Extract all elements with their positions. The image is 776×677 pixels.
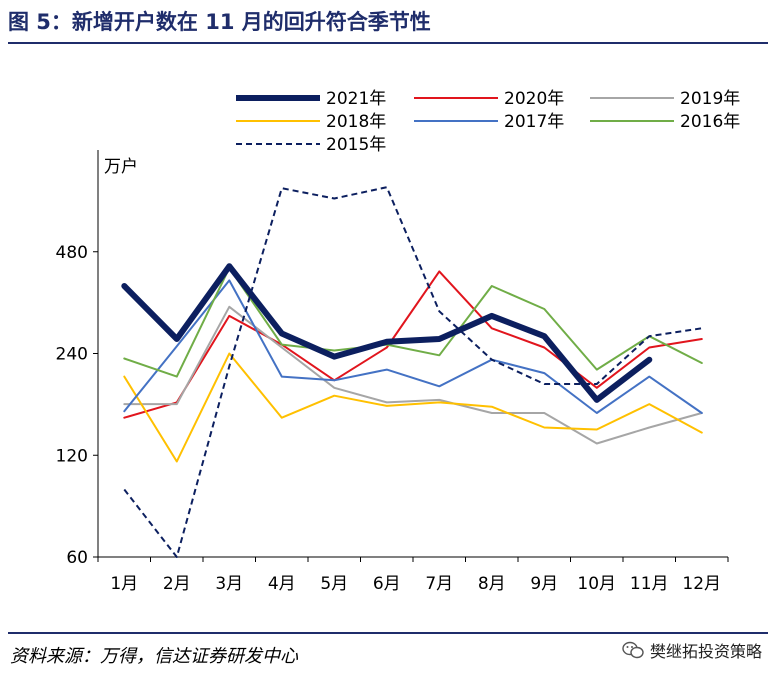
footer-divider bbox=[8, 632, 768, 634]
x-tick-label: 11月 bbox=[630, 574, 669, 594]
legend-label: 2016年 bbox=[680, 112, 740, 132]
y-tick-label: 60 bbox=[66, 548, 88, 568]
x-tick-label: 10月 bbox=[577, 574, 616, 594]
legend-label: 2018年 bbox=[326, 112, 386, 132]
series-line-2020 bbox=[123, 270, 703, 419]
legend-label: 2020年 bbox=[504, 89, 564, 109]
x-tick-label: 9月 bbox=[530, 574, 558, 594]
x-tick-label: 4月 bbox=[268, 574, 296, 594]
title-divider bbox=[8, 42, 768, 44]
series-line-2017 bbox=[123, 279, 703, 414]
x-tick-label: 12月 bbox=[682, 574, 721, 594]
y-tick-label: 480 bbox=[56, 243, 88, 263]
chart-series bbox=[121, 186, 703, 558]
x-tick-label: 3月 bbox=[215, 574, 243, 594]
chart-axes: 60 120 240 480 1月 2月 3月 4月 5月 6月 7月 8月 9月 10月 11月 12月 bbox=[56, 150, 729, 594]
series-line-2019 bbox=[123, 305, 703, 445]
chart-legend: 2021年 2020年 2019年 2018年 2017年 2016年 2015年 bbox=[236, 89, 740, 155]
legend-label: 2021年 bbox=[326, 89, 386, 109]
x-tick-label: 8月 bbox=[478, 574, 506, 594]
series-line-2015 bbox=[123, 186, 702, 558]
legend-label: 2019年 bbox=[680, 89, 740, 109]
legend-label: 2017年 bbox=[504, 112, 564, 132]
legend-label: 2015年 bbox=[326, 135, 386, 155]
series-line-2016 bbox=[123, 266, 703, 378]
watermark: 樊继拓投资策略 bbox=[622, 638, 762, 662]
figure-title: 图 5：新增开户数在 11 月的回升符合季节性 bbox=[8, 10, 431, 34]
y-tick-label: 240 bbox=[56, 345, 88, 365]
x-tick-label: 2月 bbox=[163, 574, 191, 594]
x-tick-label: 1月 bbox=[110, 574, 138, 594]
wechat-icon bbox=[622, 641, 644, 659]
x-tick-label: 5月 bbox=[320, 574, 348, 594]
series-line-2018 bbox=[123, 352, 703, 463]
source-note: 资料来源：万得，信达证券研发中心 bbox=[10, 646, 298, 667]
watermark-text: 樊继拓投资策略 bbox=[649, 642, 762, 661]
x-tick-label: 6月 bbox=[373, 574, 401, 594]
y-axis-label: 万户 bbox=[104, 157, 138, 177]
y-tick-label: 120 bbox=[56, 446, 88, 466]
line-chart: 2021年 2020年 2019年 2018年 2017年 2016年 2015年 万户 6… bbox=[56, 89, 741, 594]
series-line-2021 bbox=[121, 263, 653, 403]
x-tick-label: 7月 bbox=[425, 574, 453, 594]
